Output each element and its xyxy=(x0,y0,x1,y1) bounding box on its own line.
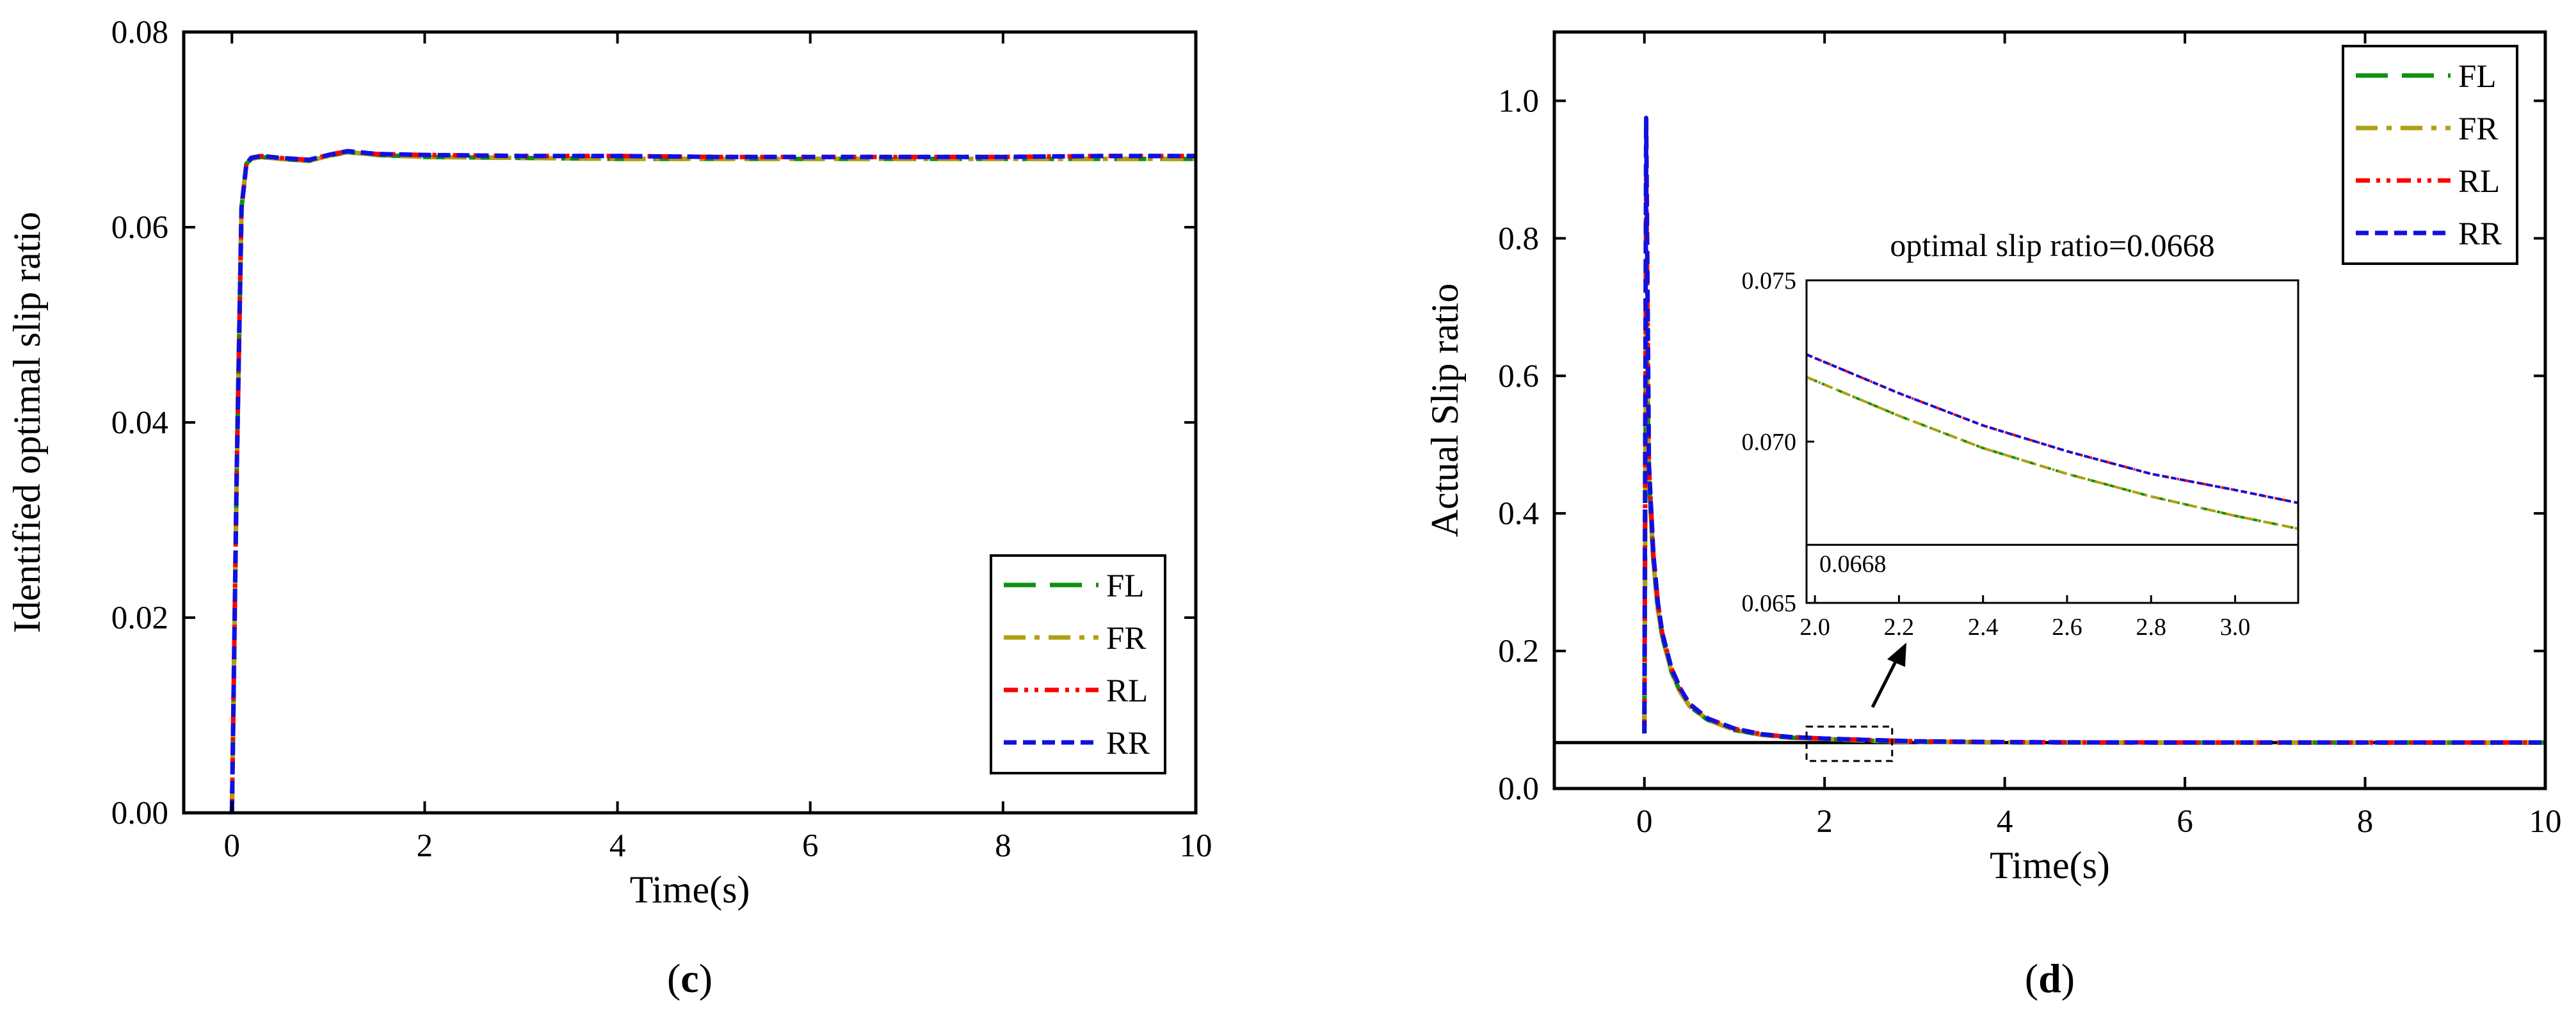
zoom-box xyxy=(1805,725,1894,762)
x-tick-label: 4 xyxy=(609,828,626,864)
legend: FL FR RL RR xyxy=(990,554,1166,774)
series-group xyxy=(1642,115,2545,745)
inset-series-line-fr xyxy=(1807,376,2298,531)
inset-x-tick-label: 2.4 xyxy=(1968,614,1999,641)
x-tick-label: 0 xyxy=(1636,804,1653,840)
series-line-rr xyxy=(1642,115,2545,745)
x-tick-label: 2 xyxy=(1816,804,1833,840)
legend-label-rr: RR xyxy=(1106,726,1150,762)
plot-frame xyxy=(1552,30,2547,790)
y-tick-label: 0.08 xyxy=(111,15,168,51)
inset-title: optimal slip ratio=0.0668 xyxy=(1890,227,2214,263)
inset-x-tick-label: 2.6 xyxy=(2052,614,2082,641)
x-tick-label: 8 xyxy=(2357,804,2374,840)
y-axis-title: Identified optimal slip ratio xyxy=(6,212,48,633)
y-tick-label: 0.8 xyxy=(1498,221,1539,257)
y-tick-label: 1.0 xyxy=(1498,83,1539,119)
panel-caption: (d) xyxy=(2025,956,2075,1001)
inset-y-tick-label: 0.070 xyxy=(1742,429,1797,456)
x-tick-label: 4 xyxy=(1997,804,2013,840)
y-tick-label: 0.00 xyxy=(111,796,168,831)
inset-x-tick-label: 3.0 xyxy=(2220,614,2251,641)
y-axis-title: Actual Slip ratio xyxy=(1424,284,1466,538)
legend-label-fl: FL xyxy=(1106,568,1145,604)
x-tick-label: 8 xyxy=(995,828,1011,864)
y-tick-label: 0.02 xyxy=(111,600,168,636)
x-tick-label: 10 xyxy=(1180,828,1212,864)
caption-open: ( xyxy=(667,956,680,1001)
caption-letter: d xyxy=(2038,956,2061,1001)
legend-label-rl: RL xyxy=(2458,164,2500,200)
x-axis-title: Time(s) xyxy=(630,869,750,911)
caption-letter: c xyxy=(680,956,698,1001)
legend-label-fl: FL xyxy=(2458,59,2497,95)
caption-close: ) xyxy=(699,956,712,1001)
legend: FL FR RL RR xyxy=(2342,45,2518,265)
inset-background xyxy=(1807,280,2298,603)
x-axis-title: Time(s) xyxy=(1990,844,2110,886)
legend-box xyxy=(2342,45,2518,265)
y-tick-label: 0.2 xyxy=(1498,634,1539,669)
x-tick-label: 6 xyxy=(2177,804,2193,840)
x-tick-label: 10 xyxy=(2529,804,2562,840)
legend-label-rl: RL xyxy=(1106,673,1148,709)
zoom-arrow-head xyxy=(1887,643,1906,667)
legend-label-rr: RR xyxy=(2458,216,2502,252)
panel-caption: (c) xyxy=(667,956,712,1001)
y-tick-label: 0.0 xyxy=(1498,771,1539,807)
inset-y-tick-label: 0.065 xyxy=(1742,590,1797,617)
y-tick-label: 0.4 xyxy=(1498,496,1539,532)
caption-close: ) xyxy=(2061,956,2075,1001)
inset-x-tick-label: 2.0 xyxy=(1799,614,1830,641)
inset-series-line-rr xyxy=(1807,353,2298,504)
y-tick-label: 0.04 xyxy=(111,405,168,441)
inset-x-tick-label: 2.2 xyxy=(1884,614,1915,641)
caption-open: ( xyxy=(2025,956,2038,1001)
inset-y-tick-label: 0.075 xyxy=(1742,268,1797,294)
inset-series-group xyxy=(1807,353,2298,531)
y-tick-label: 0.06 xyxy=(111,210,168,246)
legend-label-fr: FR xyxy=(2458,111,2498,147)
inset: 0.0668 2.0 2.2 2.4 2.6 2.8 3.0 0.065 0.070 0.075 o… xyxy=(1742,227,2299,709)
x-tick-label: 2 xyxy=(417,828,433,864)
series-line-rr xyxy=(229,148,1196,813)
inset-x-tick-label: 2.8 xyxy=(2136,614,2167,641)
zoom-arrow-shaft xyxy=(1871,659,1898,709)
legend-label-fr: FR xyxy=(1106,621,1146,657)
x-tick-label: 6 xyxy=(802,828,819,864)
panel-c: 0 2 4 6 8 10 0.00 0.02 0.04 0.06 0.08 Time(s) Identi… xyxy=(6,15,1212,1001)
x-tick-label: 0 xyxy=(224,828,241,864)
series-group xyxy=(229,148,1196,813)
legend-box xyxy=(990,554,1166,774)
inset-reference-label: 0.0668 xyxy=(1819,550,1887,577)
panel-d: 0 2 4 6 8 10 0.0 0.2 0.4 0.6 0.8 1.0 Time(s) Actual S… xyxy=(1424,30,2562,1001)
y-tick-label: 0.6 xyxy=(1498,358,1539,394)
